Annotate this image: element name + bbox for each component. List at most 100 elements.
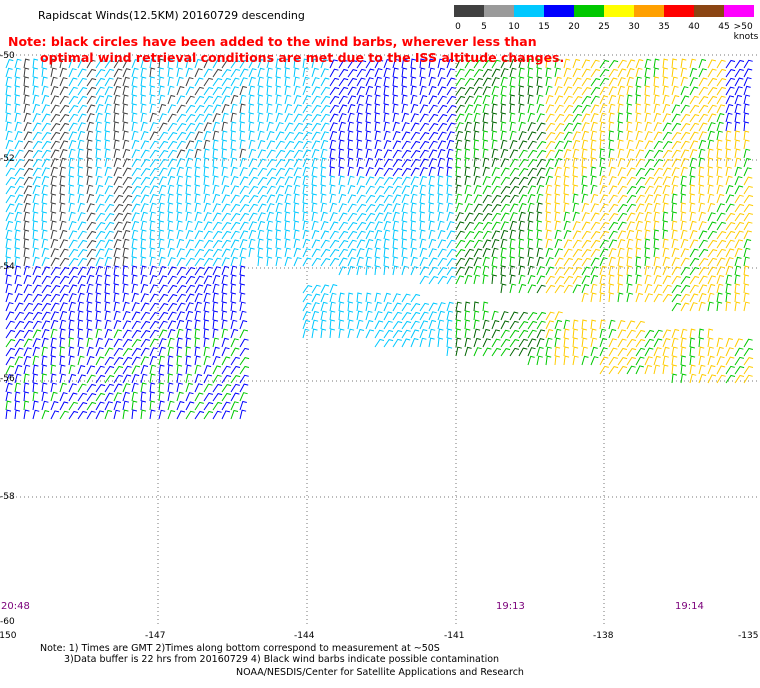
wind-barb — [446, 68, 455, 78]
wind-barb — [212, 248, 222, 258]
wind-barb — [572, 68, 581, 78]
wind-barb — [590, 203, 599, 213]
wind-barb — [86, 113, 95, 123]
wind-barb — [581, 193, 589, 204]
wind-barb — [68, 113, 79, 123]
wind-barb — [320, 328, 327, 339]
wind-barb — [167, 346, 174, 357]
wind-barb — [401, 238, 408, 249]
wind-barb — [59, 157, 67, 168]
wind-barb — [77, 249, 88, 258]
wind-barb — [347, 175, 355, 186]
wind-barb — [32, 202, 39, 213]
wind-barb — [491, 274, 498, 285]
wind-barb — [536, 329, 546, 339]
wind-barb — [482, 310, 489, 321]
wind-barb — [212, 410, 222, 420]
wind-barb — [743, 59, 753, 69]
wind-barb — [635, 85, 642, 96]
wind-barb — [158, 238, 165, 249]
wind-barb — [500, 59, 510, 69]
wind-barb — [149, 76, 156, 87]
wind-barb — [383, 339, 394, 348]
wind-barb — [338, 301, 345, 312]
wind-barb — [23, 274, 32, 285]
wind-barb — [590, 221, 600, 231]
wind-barb — [203, 202, 211, 213]
wind-barb — [122, 59, 132, 69]
wind-barb — [149, 347, 158, 357]
wind-barb — [23, 312, 34, 321]
wind-barb — [554, 131, 565, 141]
wind-barb — [392, 311, 402, 321]
wind-barb — [50, 410, 60, 420]
wind-barb — [212, 230, 223, 240]
wind-barb — [734, 86, 743, 96]
wind-barb — [212, 139, 219, 150]
wind-barb — [230, 383, 240, 393]
wind-barb — [383, 85, 390, 96]
wind-barb — [491, 139, 498, 150]
wind-barb — [590, 319, 597, 330]
wind-barb — [284, 220, 291, 231]
wind-barb — [608, 121, 615, 132]
scale-swatch — [634, 5, 649, 17]
wind-barb — [428, 140, 438, 150]
wind-barb — [329, 104, 339, 114]
wind-barb — [725, 257, 734, 267]
wind-barb — [635, 59, 644, 69]
wind-barb — [32, 355, 40, 366]
wind-barb — [518, 211, 526, 222]
wind-barb — [239, 283, 246, 294]
wind-barb — [131, 67, 139, 78]
wind-barb — [86, 393, 97, 402]
wind-barb — [734, 274, 741, 285]
wind-barb — [14, 338, 25, 348]
wind-barb — [356, 148, 363, 159]
wind-barb — [545, 184, 553, 195]
wind-barb — [248, 94, 255, 105]
wind-barb — [158, 346, 166, 357]
wind-barb — [185, 328, 192, 339]
wind-barb — [329, 148, 336, 159]
wind-barb — [536, 67, 543, 78]
wind-barb — [581, 346, 588, 357]
wind-barb — [23, 67, 30, 78]
wind-barb — [275, 159, 286, 168]
wind-barb — [230, 248, 239, 258]
wind-barb — [446, 95, 457, 105]
wind-barb — [194, 266, 205, 276]
wind-barb — [59, 77, 68, 87]
wind-barb — [617, 247, 625, 258]
wind-barb — [509, 76, 516, 87]
wind-barb — [707, 166, 714, 177]
wind-barb — [572, 131, 581, 141]
wind-barb — [428, 184, 435, 195]
wind-barb — [50, 337, 57, 348]
wind-barb — [743, 301, 750, 312]
wind-barb — [689, 149, 698, 159]
wind-barb — [248, 85, 256, 96]
wind-barb — [509, 274, 516, 285]
wind-barb — [266, 176, 277, 186]
wind-barb — [365, 176, 375, 186]
wind-barb — [266, 194, 276, 204]
wind-barb — [374, 68, 383, 78]
wind-barb — [464, 274, 473, 285]
wind-barb — [563, 193, 570, 204]
wind-barb — [473, 248, 483, 258]
wind-barb — [50, 229, 58, 240]
wind-barb — [293, 220, 300, 231]
wind-barb — [41, 140, 52, 150]
wind-barb — [635, 203, 645, 213]
wind-barb — [248, 212, 258, 222]
wind-barb — [572, 266, 583, 276]
wind-barb — [140, 168, 151, 177]
wind-barb — [266, 131, 275, 141]
wind-barb — [266, 112, 273, 123]
wind-barb — [437, 230, 446, 240]
wind-barb — [68, 401, 78, 411]
wind-barb — [329, 292, 337, 303]
wind-barb — [608, 112, 615, 123]
wind-barb — [482, 68, 492, 78]
